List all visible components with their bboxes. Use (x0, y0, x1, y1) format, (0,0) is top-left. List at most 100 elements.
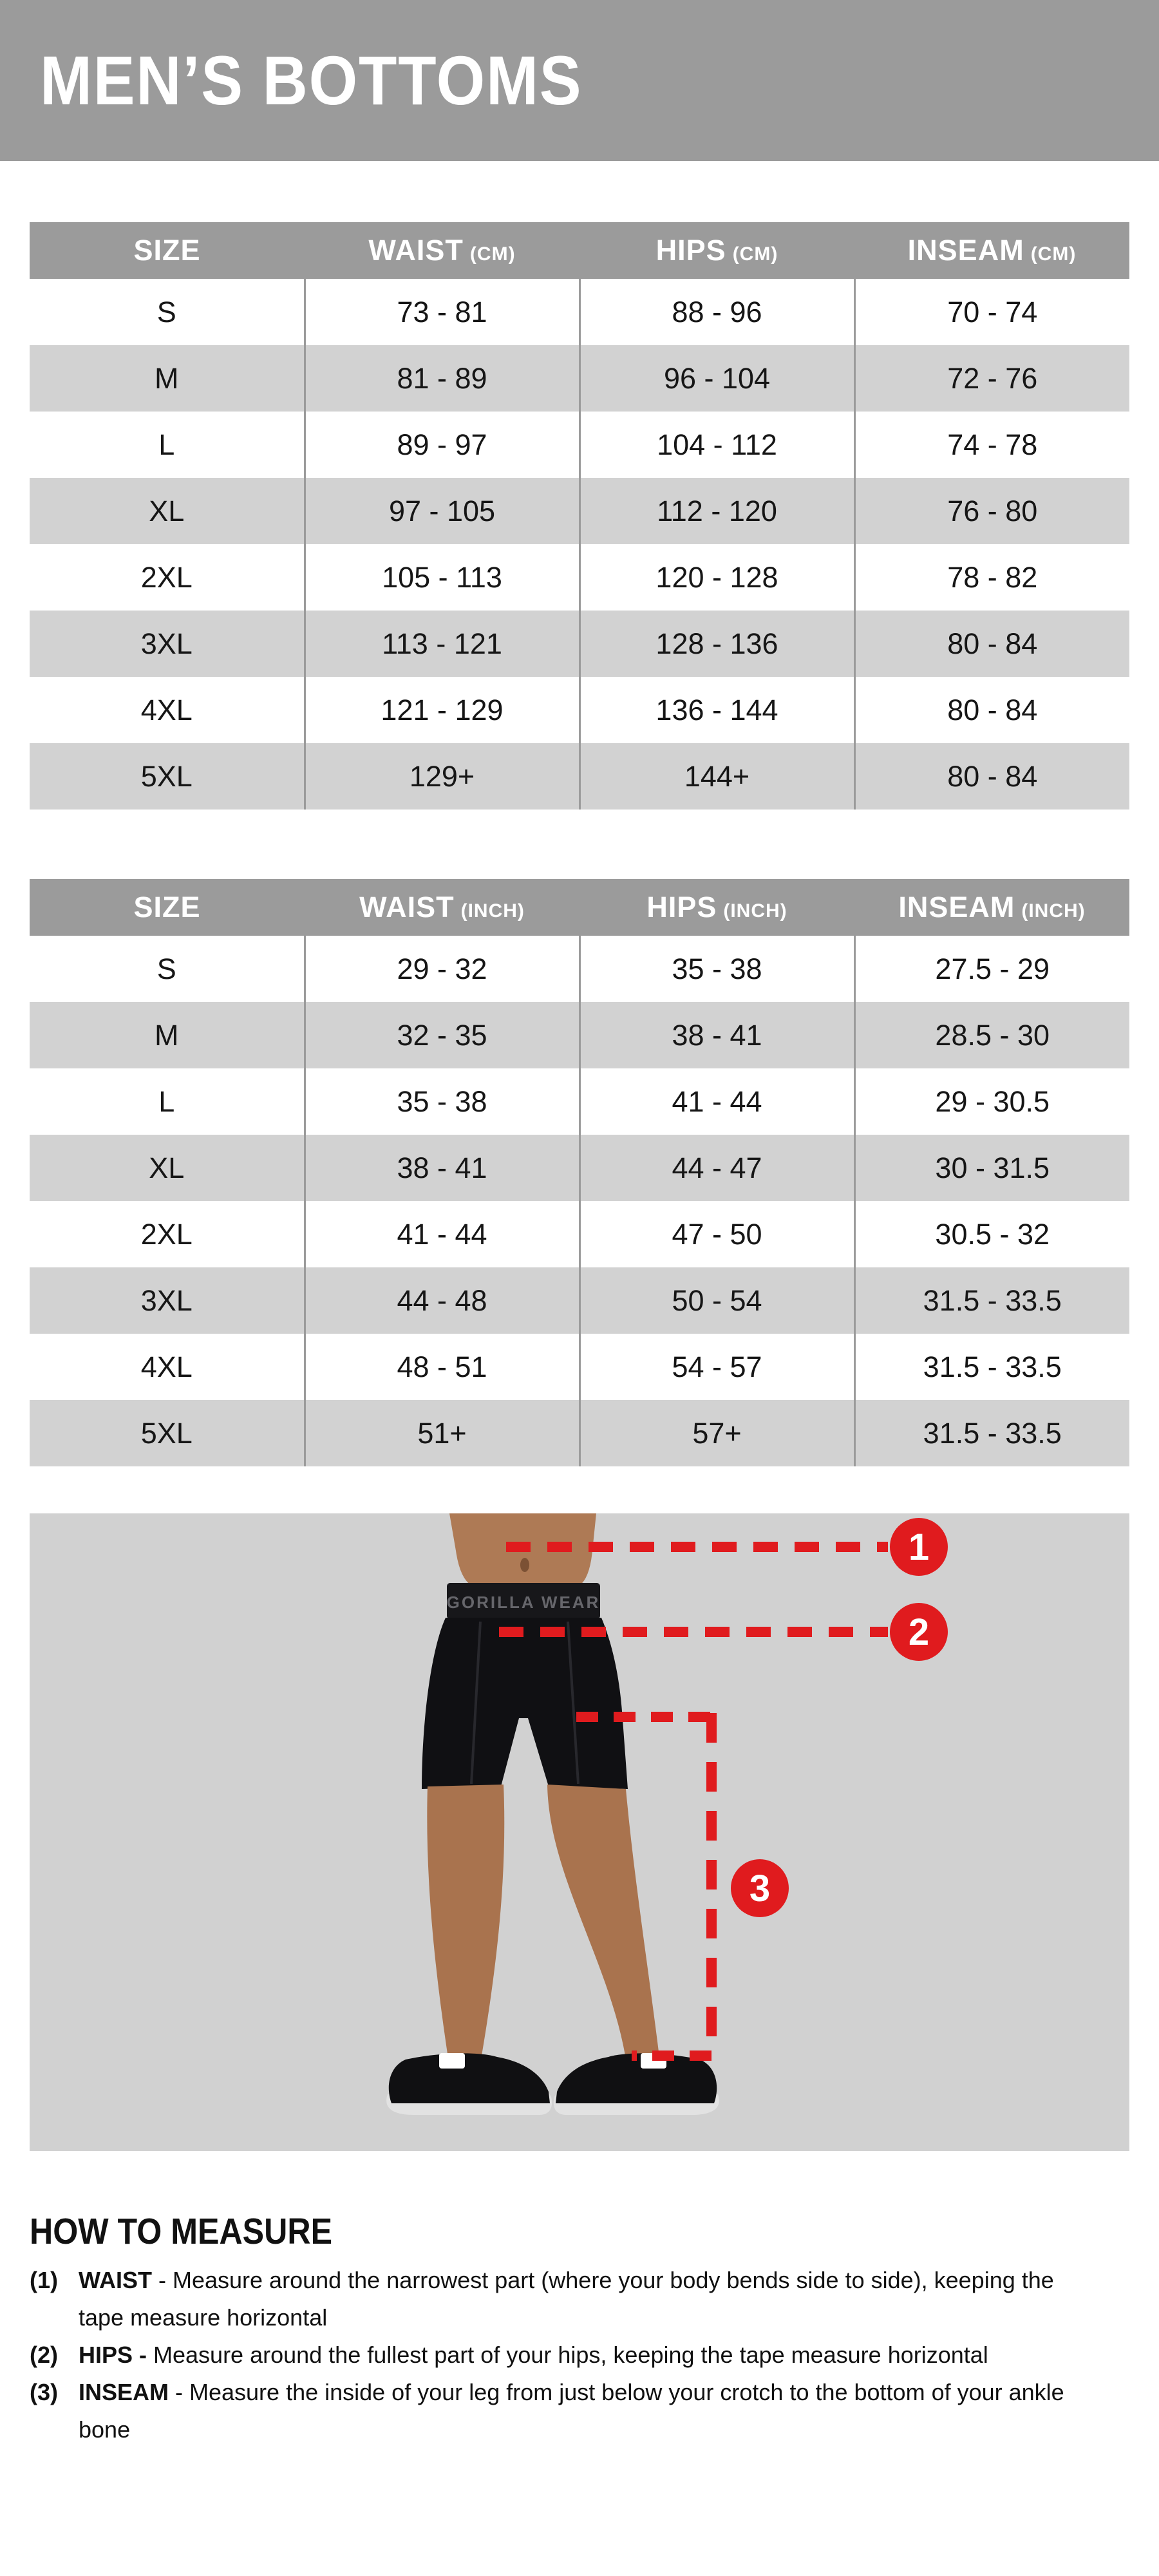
item-description: - Measure the inside of your leg from ju… (79, 2379, 1064, 2443)
table-cell: 32 - 35 (303, 1002, 580, 1068)
column-unit: (CM) (1030, 243, 1077, 265)
column-header: WAIST (INCH) (305, 879, 580, 936)
table-cell: 89 - 97 (303, 412, 580, 478)
table-cell: 96 - 104 (578, 345, 854, 412)
table-cell: 35 - 38 (303, 1068, 580, 1135)
shorts-waistband (447, 1583, 600, 1619)
table-cell: 104 - 112 (578, 412, 854, 478)
table-cell: 2XL (140, 1217, 193, 1251)
table-cell: 129+ (303, 743, 580, 810)
table-row: M 81 - 89 96 - 104 72 - 76 (30, 345, 1129, 412)
table-cell: 31.5 - 33.5 (853, 1400, 1129, 1466)
table-cell: 128 - 136 (578, 611, 854, 677)
table-cell: 144+ (578, 743, 854, 810)
page-title: MEN’S BOTTOMS (40, 41, 583, 119)
table-cell: L (158, 428, 175, 461)
table-cell: 112 - 120 (578, 478, 854, 544)
column-label: HIPS (646, 891, 717, 923)
table-header-row: SIZE WAIST (CM) HIPS (CM) INSEAM (CM) (30, 222, 1129, 279)
column-unit: (CM) (469, 243, 516, 265)
item-description: - Measure around the narrowest part (whe… (79, 2267, 1054, 2331)
table-cell: 38 - 41 (303, 1135, 580, 1201)
column-header: HIPS (INCH) (580, 879, 854, 936)
table-body: S 29 - 32 35 - 38 27.5 - 29 M 32 - 35 38 - 41 2… (30, 936, 1129, 1466)
table-cell: 47 - 50 (578, 1201, 854, 1267)
measurement-figure: GORILLA WEAR (30, 1513, 1129, 2151)
measurement-illustration: GORILLA WEAR (386, 1513, 948, 2115)
table-cell: 97 - 105 (303, 478, 580, 544)
table-cell: 27.5 - 29 (853, 936, 1129, 1002)
table-cell: S (156, 295, 176, 328)
table-cell: 113 - 121 (303, 611, 580, 677)
column-unit: (INCH) (460, 900, 525, 922)
column-unit: (INCH) (1021, 900, 1086, 922)
table-cell: 88 - 96 (578, 279, 854, 345)
measure-item-waist: (1) WAIST - Measure around the narrowest… (30, 2262, 1086, 2336)
right-shoe (553, 2053, 719, 2115)
item-number: (1) (30, 2267, 58, 2293)
table-row: XL 38 - 41 44 - 47 30 - 31.5 (30, 1135, 1129, 1201)
model-navel (520, 1558, 529, 1572)
table-cell: 76 - 80 (853, 478, 1129, 544)
table-row: 5XL 51+ 57+ 31.5 - 33.5 (30, 1400, 1129, 1466)
model-left-leg (427, 1785, 505, 2058)
marker-1: 1 (890, 1518, 948, 1576)
column-label: INSEAM (907, 234, 1024, 267)
item-text: HIPS - Measure around the fullest part o… (79, 2336, 1083, 2374)
table-cell: 44 - 48 (303, 1267, 580, 1334)
measurement-markers: 1 2 3 (731, 1518, 948, 1917)
table-row: S 73 - 81 88 - 96 70 - 74 (30, 279, 1129, 345)
marker-2: 2 (890, 1603, 948, 1661)
column-label: WAIST (359, 891, 455, 923)
measure-item-inseam: (3) INSEAM - Measure the inside of your … (30, 2374, 1086, 2448)
marker-3: 3 (731, 1859, 789, 1917)
item-number: (3) (30, 2379, 58, 2405)
table-body: S 73 - 81 88 - 96 70 - 74 M 81 - 89 96 - 104 72… (30, 279, 1129, 810)
left-shoe (386, 2053, 552, 2115)
table-row: M 32 - 35 38 - 41 28.5 - 30 (30, 1002, 1129, 1068)
table-cell: M (155, 1018, 179, 1052)
column-label: INSEAM (898, 891, 1015, 923)
table-header-row: SIZE WAIST (INCH) HIPS (INCH) INSEAM (INCH) (30, 879, 1129, 936)
size-table-cm: SIZE WAIST (CM) HIPS (CM) INSEAM (CM) S 73 - 81… (30, 222, 1129, 810)
column-header: SIZE (30, 879, 305, 936)
item-description: Measure around the fullest part of your … (147, 2342, 988, 2368)
table-cell: 5XL (140, 1416, 193, 1450)
column-unit: (INCH) (723, 900, 787, 922)
table-cell: 72 - 76 (853, 345, 1129, 412)
column-label: SIZE (133, 234, 201, 267)
table-cell: 30 - 31.5 (853, 1135, 1129, 1201)
table-cell: 78 - 82 (853, 544, 1129, 611)
table-cell: 38 - 41 (578, 1002, 854, 1068)
item-term: WAIST (79, 2267, 152, 2293)
marker-3-number: 3 (749, 1868, 770, 1909)
table-row: 2XL 105 - 113 120 - 128 78 - 82 (30, 544, 1129, 611)
table-row: 5XL 129+ 144+ 80 - 84 (30, 743, 1129, 810)
table-cell: 28.5 - 30 (853, 1002, 1129, 1068)
column-header: HIPS (CM) (580, 222, 854, 279)
table-cell: XL (149, 494, 185, 527)
table-cell: 70 - 74 (853, 279, 1129, 345)
table-row: 4XL 121 - 129 136 - 144 80 - 84 (30, 677, 1129, 743)
item-term: INSEAM (79, 2379, 169, 2405)
table-cell: 31.5 - 33.5 (853, 1334, 1129, 1400)
table-cell: 29 - 30.5 (853, 1068, 1129, 1135)
table-cell: 4XL (140, 1350, 193, 1383)
waistband-brand-text: GORILLA WEAR (447, 1593, 601, 1612)
table-row: L 35 - 38 41 - 44 29 - 30.5 (30, 1068, 1129, 1135)
table-cell: 2XL (140, 560, 193, 594)
table-cell: S (156, 952, 176, 985)
column-label: WAIST (368, 234, 464, 267)
table-row: L 89 - 97 104 - 112 74 - 78 (30, 412, 1129, 478)
table-row: 2XL 41 - 44 47 - 50 30.5 - 32 (30, 1201, 1129, 1267)
table-cell: 48 - 51 (303, 1334, 580, 1400)
model-figure: GORILLA WEAR (386, 1513, 719, 2115)
model-shorts (422, 1618, 628, 1789)
measure-list: (1) WAIST - Measure around the narrowest… (30, 2262, 1086, 2448)
table-row: S 29 - 32 35 - 38 27.5 - 29 (30, 936, 1129, 1002)
table-cell: 51+ (303, 1400, 580, 1466)
table-cell: 80 - 84 (853, 743, 1129, 810)
column-label: HIPS (655, 234, 726, 267)
